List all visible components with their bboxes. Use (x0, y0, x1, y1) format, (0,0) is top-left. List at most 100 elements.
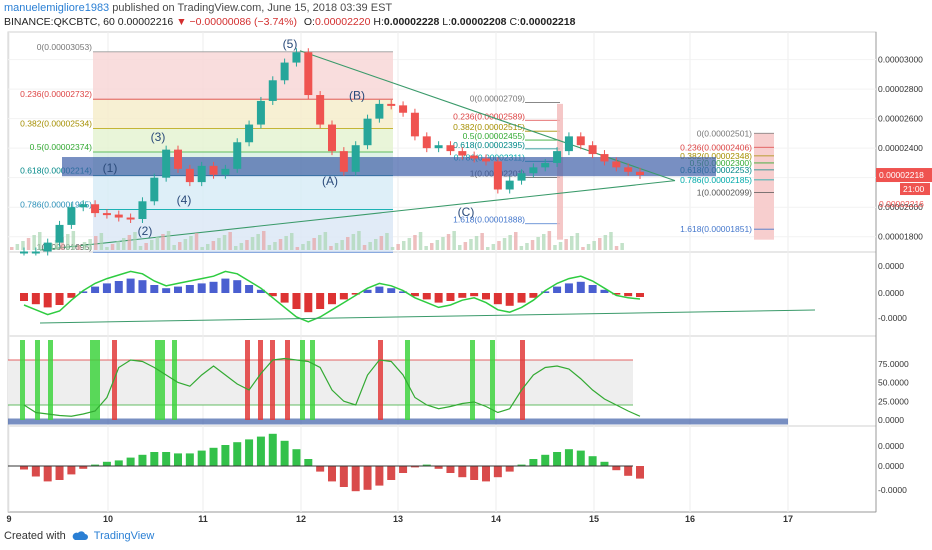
publish-text: published on TradingView.com, June 15, 2… (112, 2, 393, 14)
candle-body (517, 173, 526, 181)
candle-body (138, 201, 147, 220)
macd-bar (43, 293, 52, 308)
hist-bar (564, 449, 573, 466)
fib-mid-label: 0.618(0.00002395) (453, 140, 525, 150)
hist-bar (636, 466, 644, 479)
volume-bar (418, 232, 423, 250)
candle-body (304, 52, 313, 96)
stoch-tick: 0.0000 (878, 415, 904, 425)
volume-bar (262, 231, 266, 250)
macd-bar (256, 289, 265, 293)
hist-bar (458, 466, 467, 478)
candle-body (221, 168, 230, 175)
candle-body (458, 151, 467, 156)
fib-right-label: 0(0.00002501) (697, 128, 752, 138)
volume-bar (374, 239, 378, 250)
volume-bar (38, 232, 42, 250)
macd-bar (493, 293, 502, 305)
macd-bar (588, 285, 597, 293)
volume-bar (144, 243, 148, 250)
volume-bar (267, 245, 272, 250)
volume-bar (256, 234, 260, 250)
volume-bar (228, 232, 232, 250)
volume-bar (362, 245, 367, 250)
hist-bar (328, 466, 336, 482)
stoch-buy-marker (48, 340, 53, 420)
volume-bar (480, 233, 484, 250)
volume-bar (194, 233, 199, 250)
hist-bar (624, 466, 633, 476)
hist-bar (126, 457, 135, 466)
volume-bar (514, 232, 518, 250)
volume-bar (446, 234, 451, 250)
volume-bar (94, 236, 98, 250)
volume-bar (284, 236, 288, 250)
hist-tick: -0.0000 (878, 485, 907, 495)
wave-label: (1) (103, 161, 118, 175)
lower-trendline (39, 180, 676, 251)
macd-bar (576, 281, 585, 293)
stoch-buy-marker (95, 340, 100, 420)
macd-bar (245, 285, 254, 293)
hist-bar (446, 466, 455, 473)
volume-bar (598, 238, 602, 250)
stoch-sell-marker (245, 340, 250, 420)
volume-bar (323, 232, 328, 250)
volume-bar (542, 234, 546, 250)
volume-bar (508, 235, 512, 250)
volume-bar (346, 237, 350, 250)
macd-bar (79, 291, 88, 293)
macd-tick: 0.0000 (878, 261, 904, 271)
ohlc-low: L:0.00002208 (442, 16, 507, 28)
macd-bar (564, 283, 573, 293)
volume-bar (614, 246, 619, 250)
hist-bar (588, 456, 597, 466)
hist-bar (43, 466, 52, 482)
macd-bar (67, 293, 76, 298)
hist-bar (292, 449, 301, 466)
hist-bar (209, 447, 218, 466)
volume-bar (469, 239, 473, 250)
x-tick-label: 16 (685, 514, 695, 524)
candle-body (600, 154, 609, 162)
candle-body (102, 213, 111, 216)
hist-bar (233, 442, 242, 466)
stoch-buy-marker (160, 340, 165, 420)
candle-body (576, 136, 585, 146)
macd-bar (185, 285, 194, 293)
volume-bar (278, 239, 283, 250)
candle-body (553, 151, 562, 163)
candle-body (245, 124, 254, 143)
volume-bar (452, 231, 456, 250)
hist-bar (67, 466, 76, 475)
fib-mid-label: 0.5(0.00002455) (463, 131, 526, 141)
wave-label: (4) (177, 193, 192, 207)
candle-body (174, 149, 182, 169)
last-price: 0.00002216 (117, 16, 174, 28)
volume-bar (234, 246, 238, 250)
hist-bar (422, 464, 431, 466)
tradingview-brand[interactable]: TradingView (93, 530, 155, 542)
hist-bar (541, 454, 550, 466)
fib-zone (93, 128, 393, 153)
macd-tick: -0.0000 (878, 313, 907, 323)
candle-body (482, 158, 490, 162)
volume-bar (10, 247, 14, 250)
stoch-buy-marker (470, 340, 475, 420)
macd-bar (434, 293, 443, 303)
volume-bar (553, 245, 557, 250)
volume-bar (312, 238, 316, 250)
fib-zone (93, 51, 393, 100)
hist-bar (493, 466, 502, 478)
macd-bar (209, 281, 218, 293)
macd-bar (174, 286, 182, 293)
stoch-tick: 75.0000 (878, 359, 909, 369)
author-link[interactable]: manuelemigliore1983 (4, 2, 110, 14)
macd-bar (197, 283, 206, 293)
volume-bar (329, 246, 333, 250)
volume-bar (273, 242, 277, 250)
macd-bar (422, 293, 431, 300)
symbol-line: BINANCE:QKCBTC, 60 0.00002216 ▼ −0.00000… (4, 16, 575, 28)
fib-right-zone (754, 133, 774, 240)
